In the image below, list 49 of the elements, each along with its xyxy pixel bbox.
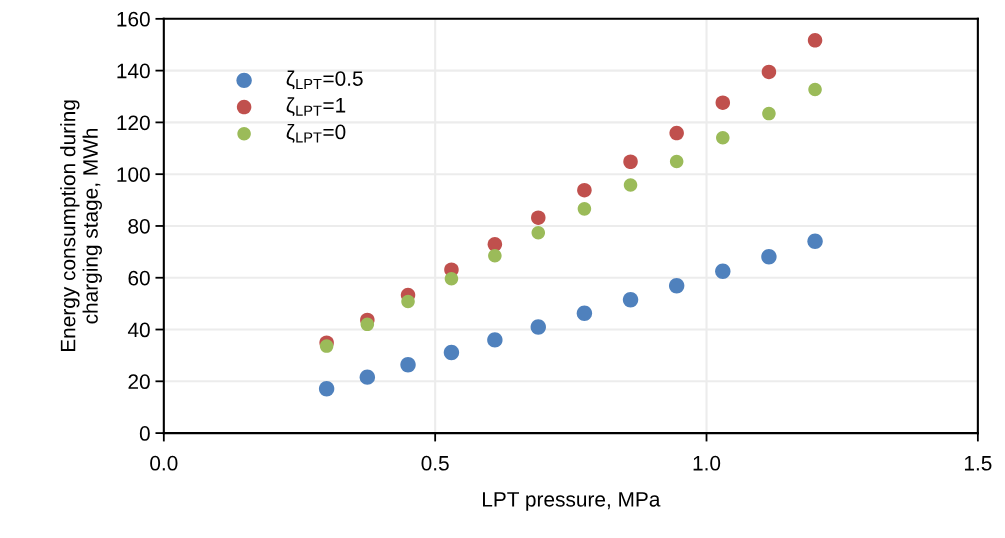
- x-tick-label: 1.5: [964, 456, 992, 471]
- point: [761, 64, 777, 80]
- y-tick-label: 100: [117, 167, 150, 182]
- point: [623, 154, 638, 169]
- y-tick-label: 80: [128, 218, 150, 234]
- y-tick-label: 140: [117, 63, 150, 79]
- y-axis-title: Energy consumption during charging stage, MWh: [60, 100, 102, 352]
- point: [400, 357, 416, 373]
- point: [530, 319, 546, 335]
- x-tick-label: 1.0: [693, 455, 721, 471]
- y-tick-label: 160: [117, 11, 150, 27]
- point: [807, 233, 823, 249]
- point: [487, 332, 503, 348]
- y-tick-label: 40: [127, 322, 150, 338]
- point: [531, 225, 546, 240]
- point: [318, 381, 335, 397]
- point: [360, 317, 375, 332]
- point: [488, 248, 502, 263]
- point: [715, 263, 731, 279]
- point: [715, 95, 731, 110]
- point: [761, 249, 777, 265]
- point: [576, 305, 593, 321]
- point: [444, 272, 459, 286]
- point: [622, 292, 639, 308]
- point: [669, 154, 684, 169]
- legend-label: ζ$_{LPT}$=0: [286, 124, 346, 143]
- point: [577, 182, 592, 198]
- y-tick-label: 0: [139, 426, 150, 441]
- point: [807, 33, 823, 48]
- point: [808, 82, 822, 97]
- y-tick-label: 60: [128, 270, 150, 286]
- point: [762, 106, 776, 121]
- x-axis-title: LPT pressure, MPa: [483, 492, 661, 511]
- point: [623, 178, 638, 192]
- point: [716, 130, 730, 145]
- x-tick-label: 0.5: [421, 455, 449, 471]
- legend-label: ζ$_{LPT}$=1: [286, 97, 346, 117]
- legend-label: ζ$_{LPT}$=0.5: [286, 70, 363, 90]
- x-tick-label: 0.0: [150, 455, 178, 471]
- point: [443, 344, 460, 361]
- point: [401, 294, 415, 309]
- point: [669, 125, 684, 141]
- point: [668, 278, 685, 294]
- y-tick-label: 120: [117, 115, 150, 131]
- y-tick-label: 20: [128, 374, 150, 390]
- point: [577, 202, 592, 216]
- point: [531, 210, 546, 225]
- point: [359, 369, 376, 385]
- point: [319, 339, 334, 353]
